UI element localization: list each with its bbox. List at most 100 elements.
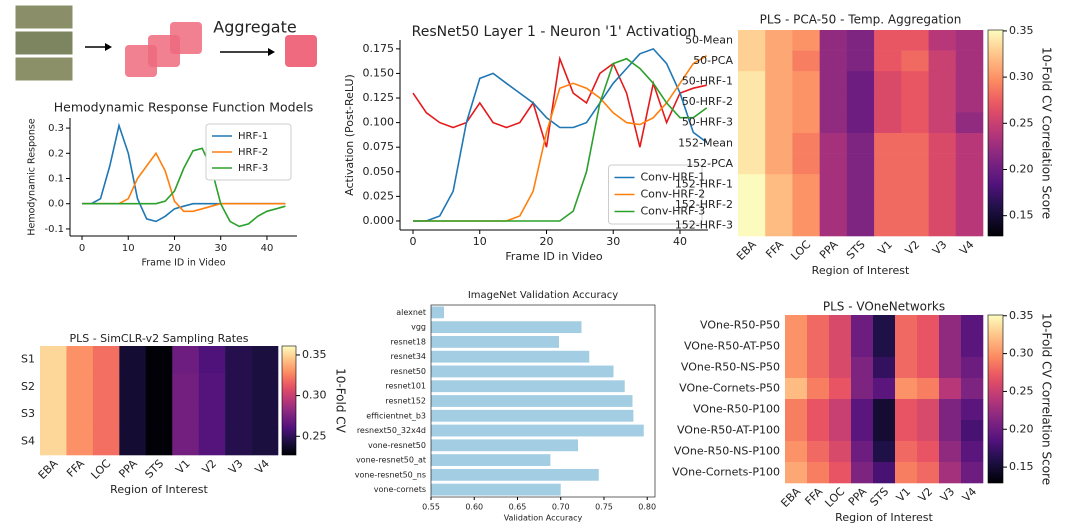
heatmap-cell: [901, 30, 929, 51]
row-label: VOne-R50-NS-P50: [681, 361, 780, 374]
chart-title: ImageNet Validation Accuracy: [468, 290, 618, 301]
heatmap-cell: [874, 71, 902, 92]
row-label: 152-HRF-2: [675, 198, 733, 211]
heatmap-cell: [956, 112, 984, 133]
heatmap-cell: [40, 401, 67, 429]
heatmap-cell: [939, 399, 961, 420]
x-tick-label: 0.70: [552, 503, 570, 512]
heatmap-cell: [765, 215, 793, 236]
column-label: EBA: [36, 457, 61, 482]
heatmap-cell: [939, 462, 961, 483]
heatmap-cell: [765, 51, 793, 72]
heatmap-cell: [895, 441, 917, 462]
heatmap-cell: [792, 195, 820, 216]
heatmap-cell: [785, 420, 807, 441]
colorbar-tick-label: 0.35: [1009, 309, 1034, 322]
heatmap-cell: [829, 420, 851, 441]
column-label: LOC: [822, 485, 847, 510]
diagram-label: Aggregate: [213, 18, 296, 37]
column-label: V1: [894, 485, 913, 504]
heatmap-cell: [172, 428, 199, 456]
colorbar-tick-label: 0.25: [1009, 116, 1034, 129]
y-tick-label: vgg: [411, 323, 426, 332]
x-tick-label: 20: [168, 243, 181, 254]
y-tick-label: efficientnet_b3: [366, 411, 426, 420]
heatmap-cell: [939, 441, 961, 462]
heatmap-cell: [956, 154, 984, 175]
y-tick-label: vone-resnet50_at: [356, 456, 426, 465]
column-label: V4: [957, 238, 976, 257]
row-label: S3: [21, 407, 35, 420]
heatmap-cell: [820, 174, 848, 195]
heatmap-cell: [939, 378, 961, 399]
chart-title: PLS - VOneNetworks: [823, 300, 945, 314]
heatmap-cell: [765, 92, 793, 113]
heatmap-cell: [172, 346, 199, 374]
y-tick-label: 0.050: [363, 165, 395, 178]
heatmap-cell: [901, 92, 929, 113]
x-tick-label: 30: [606, 235, 620, 248]
heatmap-cell: [874, 112, 902, 133]
heatmap-cell: [820, 30, 848, 51]
row-label: S2: [21, 380, 35, 393]
y-tick-label: resnet101: [385, 382, 426, 391]
heatmap-cell: [961, 462, 983, 483]
column-label: V1: [875, 238, 894, 257]
heatmap-cell: [765, 71, 793, 92]
heatmap-cell: [225, 346, 252, 374]
heatmap-cell: [956, 71, 984, 92]
video-frame: [15, 31, 73, 55]
heatmap-cell: [851, 399, 873, 420]
heatmap-cell: [895, 315, 917, 336]
heatmap-cell: [199, 428, 226, 456]
column-label: V4: [960, 485, 979, 504]
column-label: V4: [253, 457, 272, 476]
x-axis-label: Frame ID in Video: [505, 250, 603, 263]
x-axis-label: Region of Interest: [835, 511, 933, 524]
heatmap-cell: [939, 336, 961, 357]
heatmap-cell: [929, 195, 957, 216]
heatmap-cell: [820, 51, 848, 72]
heatmap-cell: [807, 336, 829, 357]
heatmap-cell: [847, 92, 875, 113]
heatmap-cell: [225, 428, 252, 456]
x-axis-label: Validation Accuracy: [504, 514, 583, 523]
heatmap-cell: [119, 346, 146, 374]
heatmap-cell: [66, 428, 93, 456]
heatmap-cell: [873, 441, 895, 462]
feature-square: [170, 22, 202, 54]
row-label: 50-Mean: [685, 33, 733, 46]
bar: [431, 336, 559, 348]
video-frame: [15, 57, 73, 81]
heatmap-cell: [929, 133, 957, 154]
column-label: FFA: [802, 485, 825, 508]
heatmap-cell: [146, 373, 173, 401]
heatmap-cell: [847, 30, 875, 51]
heatmap-cell: [961, 420, 983, 441]
x-tick-label: 0: [410, 235, 417, 248]
heatmap-cell: [956, 195, 984, 216]
y-tick-label: vone-resnet50: [368, 441, 426, 450]
column-label: LOC: [89, 457, 114, 482]
heatmap-cell: [820, 92, 848, 113]
colorbar-tick-label: 0.35: [1009, 24, 1034, 37]
heatmap-cell: [792, 133, 820, 154]
heatmap-cell: [929, 174, 957, 195]
x-tick-label: 0.65: [509, 503, 527, 512]
row-label: 152-HRF-3: [675, 219, 733, 232]
heatmap-cell: [961, 357, 983, 378]
x-axis-label: Region of Interest: [812, 264, 910, 277]
colorbar-tick-label: 0.20: [1009, 162, 1034, 175]
heatmap-cell: [807, 420, 829, 441]
heatmap-cell: [785, 336, 807, 357]
heatmap-cell: [874, 30, 902, 51]
row-label: VOne-Cornets-P50: [679, 382, 780, 395]
row-label: S1: [21, 353, 35, 366]
heatmap-cell: [939, 420, 961, 441]
heatmap-cell: [901, 112, 929, 133]
heatmap-cell: [738, 154, 766, 175]
arrow-head: [105, 43, 112, 51]
heatmap-cell: [901, 133, 929, 154]
heatmap-cell: [738, 215, 766, 236]
legend-label: HRF-3: [238, 163, 268, 174]
